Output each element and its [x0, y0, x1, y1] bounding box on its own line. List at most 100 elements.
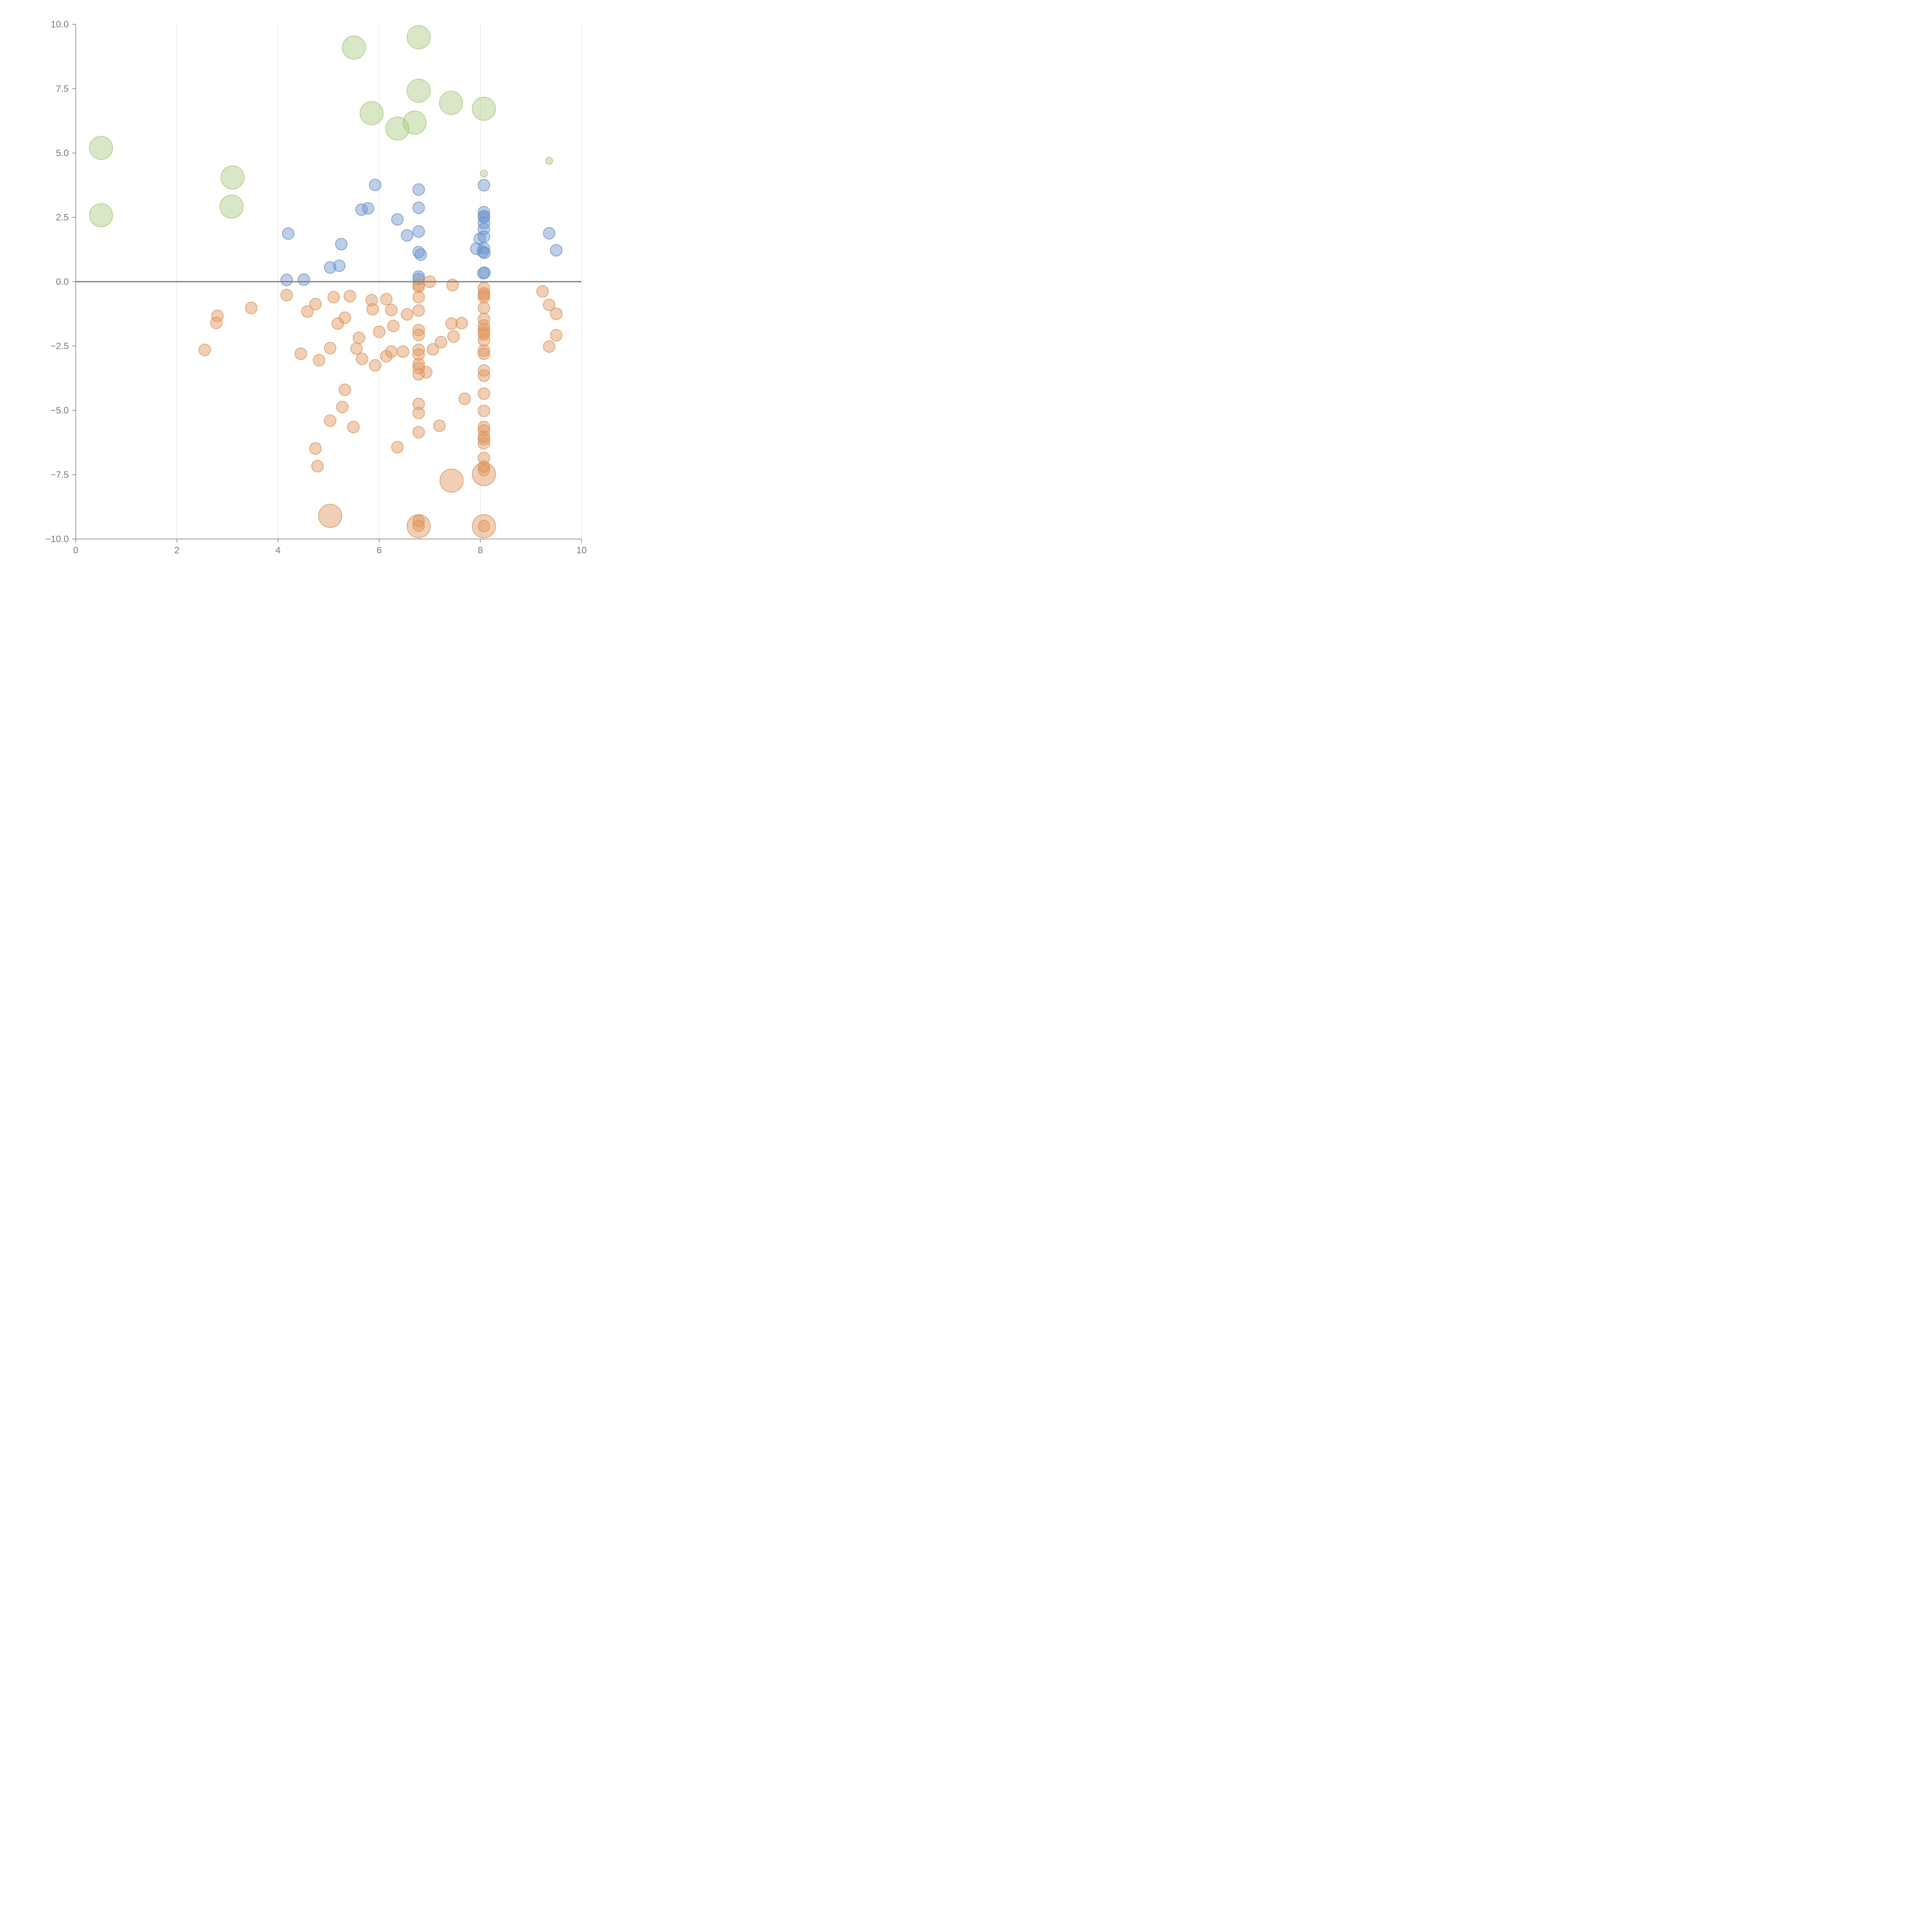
- point-negative-93: [412, 519, 425, 532]
- point-negative-35: [412, 324, 425, 337]
- point-negative-1: [446, 279, 459, 291]
- point-negative-36: [373, 325, 386, 338]
- point-negative-82: [478, 437, 490, 450]
- point-negative-28: [210, 316, 223, 329]
- point-negative-18: [478, 301, 490, 314]
- point-positive-small-25: [550, 244, 563, 257]
- point-negative-31: [445, 317, 458, 330]
- x-tick-label: 2: [174, 545, 179, 556]
- point-negative-96: [478, 520, 490, 532]
- point-positive-small-13: [401, 229, 413, 242]
- point-negative-10: [327, 291, 340, 303]
- point-positive-large-1: [406, 25, 431, 49]
- point-negative-84: [309, 442, 322, 455]
- point-negative-89: [472, 462, 496, 486]
- point-negative-3: [412, 281, 425, 293]
- point-positive-small-22: [478, 247, 491, 259]
- point-positive-small-18: [335, 238, 348, 250]
- point-negative-77: [478, 421, 490, 434]
- x-tick-label: 8: [478, 545, 483, 556]
- point-negative-88: [478, 464, 490, 476]
- point-negative-21: [385, 304, 398, 316]
- point-positive-small-7: [478, 206, 490, 219]
- y-tick-label: 0.0: [56, 277, 69, 287]
- point-negative-52: [396, 345, 409, 358]
- point-positive-large-7: [385, 116, 410, 141]
- point-negative-92: [412, 515, 425, 527]
- point-negative-49: [412, 344, 425, 356]
- data-points: [89, 25, 563, 538]
- point-negative-65: [412, 368, 425, 381]
- point-negative-83: [391, 441, 404, 454]
- point-negative-12: [412, 291, 425, 303]
- point-negative-69: [458, 393, 471, 405]
- point-positive-small-4: [362, 202, 374, 215]
- point-negative-13: [365, 294, 378, 306]
- y-tick-label: 2.5: [56, 213, 69, 223]
- point-positive-large-5: [472, 97, 496, 121]
- point-negative-85: [478, 452, 490, 464]
- point-negative-72: [478, 405, 490, 417]
- x-axis-ticks: 0 2 4 6 8 10: [73, 539, 587, 556]
- point-negative-24: [550, 308, 563, 320]
- point-negative-81: [478, 433, 490, 446]
- point-positive-large-13: [480, 170, 488, 178]
- point-negative-22: [412, 304, 425, 317]
- point-positive-small-24: [414, 248, 427, 261]
- y-tick-label: −10.0: [45, 534, 69, 544]
- y-tick-label: 7.5: [56, 84, 69, 94]
- point-negative-70: [412, 398, 425, 410]
- x-tick-label: 10: [577, 545, 587, 556]
- point-negative-53: [543, 340, 556, 353]
- point-negative-30: [387, 320, 400, 332]
- point-negative-44: [435, 336, 447, 349]
- point-positive-small-5: [412, 201, 425, 214]
- point-negative-45: [198, 344, 211, 356]
- point-negative-58: [355, 352, 368, 365]
- point-negative-40: [550, 329, 563, 342]
- y-tick-label: −7.5: [51, 470, 69, 480]
- point-positive-small-28: [477, 267, 490, 280]
- point-negative-33: [478, 319, 490, 332]
- point-positive-large-2: [406, 78, 431, 103]
- x-tick-label: 6: [377, 545, 382, 556]
- point-negative-47: [350, 342, 363, 355]
- point-negative-17: [245, 301, 258, 314]
- point-positive-small-12: [282, 227, 294, 240]
- point-negative-23: [401, 308, 413, 321]
- point-positive-large-9: [220, 165, 245, 190]
- point-negative-80: [478, 430, 490, 443]
- point-negative-76: [347, 421, 360, 434]
- point-negative-9: [280, 289, 293, 301]
- point-positive-large-11: [89, 203, 113, 228]
- point-negative-39: [412, 328, 425, 341]
- point-negative-79: [412, 426, 425, 439]
- point-negative-42: [353, 332, 366, 344]
- point-positive-small-26: [324, 261, 337, 274]
- point-negative-46: [324, 342, 337, 354]
- point-negative-60: [369, 359, 381, 372]
- point-negative-63: [478, 364, 490, 377]
- point-positive-small-33: [298, 273, 310, 286]
- point-negative-74: [324, 414, 337, 427]
- point-negative-57: [380, 350, 393, 363]
- point-negative-7: [478, 291, 490, 303]
- point-negative-87: [478, 460, 490, 473]
- point-negative-54: [294, 347, 307, 360]
- bubble-chart: 0 2 4 6 8 10 10.0 7.5 5.0 2.5 0.0 −2.5 −5.0 −7.5 −10.…: [45, 19, 587, 556]
- point-negative-16: [543, 298, 556, 311]
- point-negative-68: [478, 387, 490, 400]
- point-negative-61: [412, 358, 425, 371]
- point-negative-19: [301, 305, 314, 318]
- point-negative-29: [332, 317, 344, 330]
- y-tick-label: 10.0: [51, 19, 69, 30]
- point-negative-59: [313, 354, 325, 367]
- point-negative-20: [366, 303, 379, 316]
- point-negative-86: [311, 460, 324, 473]
- point-positive-small-0: [369, 179, 381, 191]
- point-negative-90: [439, 468, 464, 493]
- point-negative-75: [433, 419, 446, 432]
- point-positive-small-32: [280, 274, 293, 286]
- point-positive-large-8: [89, 136, 113, 160]
- y-tick-label: −2.5: [51, 341, 69, 352]
